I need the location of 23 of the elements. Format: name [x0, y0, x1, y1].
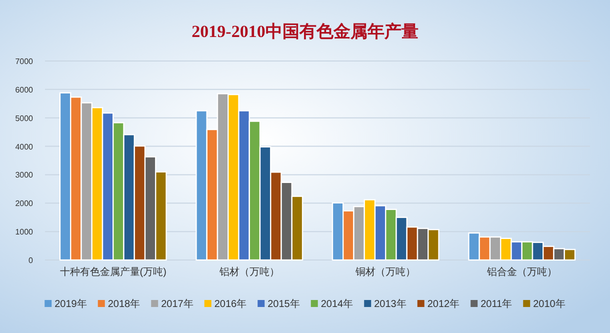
y-tick-label: 0	[28, 256, 34, 265]
y-tick-label: 1000	[15, 228, 34, 237]
legend-label: 2018年	[108, 298, 140, 310]
y-tick-label: 7000	[15, 57, 34, 66]
legend-label: 2014年	[320, 298, 354, 310]
x-tick-label: 铝材（万吨）	[218, 266, 280, 278]
y-tick-label: 6000	[15, 85, 34, 94]
legend-label: 2017年	[161, 298, 194, 310]
x-tick-label: 十种有色金属产量(万吨)	[60, 266, 166, 278]
legend-label: 2010年	[533, 298, 566, 310]
legend-label: 2016年	[214, 298, 247, 310]
legend-label: 2013年	[374, 298, 406, 310]
legend-label: 2019年	[54, 298, 87, 310]
legend-label: 2015年	[268, 298, 300, 310]
legend-label: 2012年	[427, 298, 460, 310]
chart-title: 2019-2010中国有色金属年产量	[192, 22, 418, 41]
legend-label: 2011年	[480, 298, 512, 310]
x-tick-label: 铝合金（万吨）	[486, 266, 557, 278]
y-tick-label: 5000	[15, 114, 34, 123]
y-tick-label: 3000	[15, 170, 34, 180]
y-tick-label: 4000	[15, 142, 34, 152]
x-tick-label: 铜材（万吨）	[354, 266, 416, 278]
y-tick-label: 2000	[15, 199, 34, 208]
